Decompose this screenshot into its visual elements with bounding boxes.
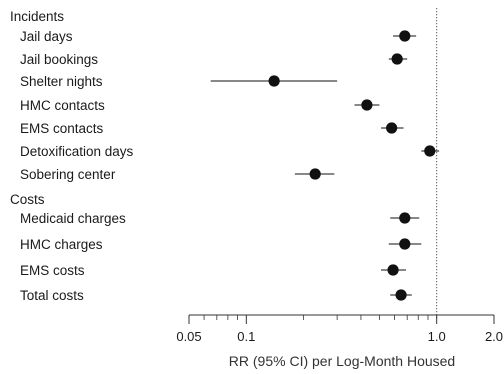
row-label-detoxification-days: Detoxification days (20, 144, 134, 159)
row-label-medicaid-charges: Medicaid charges (20, 211, 126, 226)
point-detoxification-days (424, 145, 436, 157)
x-axis: 0.05 0.1 1.0 2.0 (176, 314, 503, 344)
tick-label-0-1: 0.1 (237, 329, 255, 344)
row-label-ems-costs: EMS costs (20, 263, 85, 278)
row-label-hmc-contacts: HMC contacts (20, 98, 105, 113)
row-label-shelter-nights: Shelter nights (20, 74, 103, 89)
tick-label-1-0: 1.0 (428, 329, 446, 344)
group-label-incidents: Incidents (10, 9, 64, 24)
tick-label-0-05: 0.05 (176, 329, 201, 344)
point-hmc-charges (399, 238, 411, 250)
plot-area (210, 8, 440, 318)
point-total-costs (395, 289, 407, 301)
point-ems-contacts (386, 122, 398, 134)
group-label-costs: Costs (10, 192, 45, 207)
point-ems-costs (387, 264, 399, 276)
row-label-sobering-center: Sobering center (20, 167, 116, 182)
row-label-hmc-charges: HMC charges (20, 237, 103, 252)
row-label-jail-bookings: Jail bookings (20, 52, 98, 67)
x-axis-label: RR (95% CI) per Log-Month Housed (229, 353, 455, 369)
point-jail-days (399, 30, 411, 42)
row-label-total-costs: Total costs (20, 288, 84, 303)
point-hmc-contacts (361, 99, 373, 111)
row-label-ems-contacts: EMS contacts (20, 121, 104, 136)
row-labels: Incidents Jail days Jail bookings Shelter n… (10, 9, 134, 303)
tick-label-2-0: 2.0 (485, 329, 503, 344)
point-shelter-nights (268, 75, 280, 87)
point-jail-bookings (391, 53, 403, 65)
point-medicaid-charges (399, 212, 411, 224)
row-label-jail-days: Jail days (20, 29, 73, 44)
point-sobering-center (309, 168, 321, 180)
